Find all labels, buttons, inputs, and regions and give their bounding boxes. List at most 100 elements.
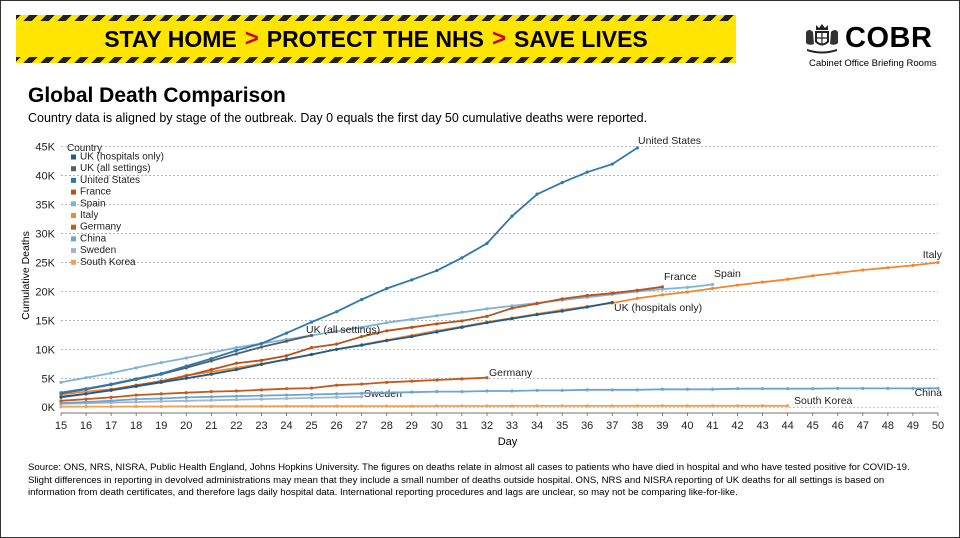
data-point-south-korea [786, 404, 790, 408]
data-point-uk-hospitals-only [184, 376, 188, 380]
x-tick-label: 45 [807, 420, 819, 432]
data-point-germany [184, 391, 188, 395]
data-point-united-states [435, 268, 439, 273]
data-point-italy [861, 268, 865, 272]
y-axis-label: Cumulative Deaths [20, 231, 32, 320]
data-point-united-states [635, 146, 639, 150]
data-point-italy [811, 274, 815, 278]
cobr-logo: COBR Cabinet Office Briefing Rooms [803, 20, 943, 70]
series-line-france [60, 285, 663, 399]
data-point-france [335, 342, 339, 346]
x-tick-label: 29 [406, 420, 418, 432]
legend-swatch [71, 177, 76, 183]
data-point-sweden [134, 400, 138, 404]
data-point-spain [460, 310, 464, 314]
data-point-uk-all-settings [259, 345, 264, 349]
x-tick-label: 22 [230, 420, 242, 432]
data-point-uk-hospitals-only [385, 339, 389, 343]
data-point-spain [335, 329, 339, 333]
data-point-united-states [385, 286, 389, 291]
data-point-germany [360, 382, 364, 386]
data-point-spain [660, 287, 664, 291]
data-point-united-states [360, 297, 364, 302]
data-point-china [485, 389, 489, 393]
data-point-uk-hospitals-only [84, 392, 88, 396]
data-point-south-korea [610, 404, 614, 408]
data-point-france [309, 345, 314, 350]
data-point-south-korea [385, 404, 389, 408]
data-point-south-korea [635, 404, 639, 408]
cobr-subtitle: Cabinet Office Briefing Rooms [809, 58, 937, 69]
data-point-sweden [184, 399, 188, 403]
data-point-china [234, 394, 238, 398]
data-point-south-korea [460, 404, 464, 408]
data-point-spain [209, 351, 213, 355]
series-line-united-states [60, 147, 638, 394]
x-tick-label: 16 [80, 420, 92, 432]
data-point-south-korea [485, 404, 489, 408]
data-point-france [184, 374, 188, 378]
data-point-south-korea [360, 404, 364, 408]
data-point-china [309, 392, 314, 397]
data-point-france [585, 293, 589, 298]
data-point-italy [786, 277, 790, 281]
data-point-spain [84, 376, 88, 380]
data-point-uk-hospitals-only [134, 384, 138, 388]
data-point-sweden [209, 398, 213, 402]
x-tick-label: 34 [531, 420, 543, 432]
data-point-china [560, 388, 564, 393]
data-point-china [335, 392, 339, 396]
series-end-label: UK (all settings) [306, 324, 380, 336]
x-tick-label: 42 [731, 420, 743, 432]
x-tick-label: 47 [857, 420, 869, 432]
data-point-south-korea [685, 404, 690, 408]
data-point-italy [911, 263, 915, 267]
banner-stay-home: STAY HOME [104, 25, 237, 52]
x-tick-label: 25 [305, 420, 317, 432]
y-tick-label: 25K [35, 257, 55, 269]
legend-swatch [71, 201, 76, 207]
data-point-uk-hospitals-only [109, 388, 113, 393]
royal-crest-icon [806, 24, 838, 54]
data-point-france [209, 367, 213, 372]
data-point-uk-hospitals-only [610, 300, 614, 305]
x-tick-label: 32 [481, 420, 493, 432]
data-point-italy [761, 280, 765, 284]
data-point-germany [134, 393, 138, 397]
x-tick-label: 38 [631, 420, 643, 432]
data-point-south-korea [735, 404, 740, 408]
data-point-sweden [284, 396, 289, 401]
data-point-china [535, 388, 539, 393]
legend-entry: United States [80, 175, 140, 186]
data-point-spain [134, 366, 138, 370]
series-line-uk-all-settings [60, 334, 312, 395]
data-point-united-states [234, 348, 238, 353]
legend-entry: China [80, 233, 107, 244]
data-point-france [360, 334, 364, 339]
legend-swatch [71, 166, 76, 172]
data-point-uk-hospitals-only [410, 334, 414, 339]
data-point-spain [410, 317, 414, 321]
y-tick-label: 5K [42, 373, 56, 385]
data-point-italy [710, 286, 715, 291]
data-point-uk-hospitals-only [335, 347, 339, 351]
x-tick-label: 36 [581, 420, 593, 432]
data-point-south-korea [435, 404, 439, 408]
x-axis-label: Day [498, 436, 518, 448]
data-point-spain [59, 380, 63, 384]
data-point-china [209, 395, 213, 399]
data-point-united-states [335, 310, 339, 314]
data-point-united-states [560, 180, 564, 185]
x-tick-label: 49 [907, 420, 919, 432]
y-tick-label: 0K [42, 402, 56, 414]
data-point-united-states [259, 341, 264, 346]
data-point-south-korea [234, 404, 238, 408]
data-point-south-korea [510, 404, 514, 408]
data-point-south-korea [134, 404, 138, 409]
data-point-south-korea [209, 404, 213, 408]
legend-entry: UK (all settings) [80, 163, 151, 174]
x-tick-label: 21 [205, 420, 217, 432]
data-point-south-korea [335, 404, 339, 408]
data-point-italy [836, 271, 840, 275]
x-tick-label: 17 [105, 420, 117, 432]
